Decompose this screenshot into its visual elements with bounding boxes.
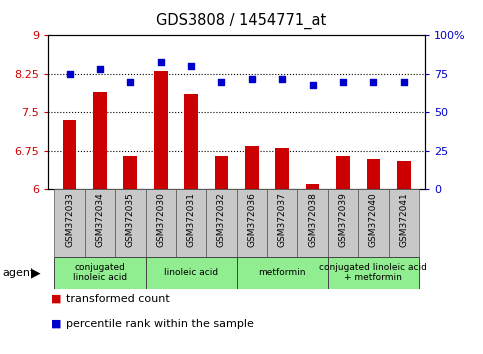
Text: ■: ■	[51, 294, 61, 304]
Point	[157, 59, 165, 64]
Point	[127, 79, 134, 84]
Text: GSM372038: GSM372038	[308, 192, 317, 247]
Bar	[145, 189, 176, 257]
Bar	[275, 148, 289, 189]
Point	[248, 76, 256, 81]
Text: GSM372035: GSM372035	[126, 192, 135, 247]
Text: conjugated
linoleic acid: conjugated linoleic acid	[73, 263, 127, 282]
Point	[339, 79, 347, 84]
Bar	[245, 146, 259, 189]
Bar	[267, 189, 298, 257]
Point	[369, 79, 377, 84]
Text: GSM372039: GSM372039	[339, 192, 347, 247]
Bar	[206, 189, 237, 257]
Text: GSM372034: GSM372034	[96, 192, 104, 247]
Bar	[184, 95, 198, 189]
Bar	[336, 156, 350, 189]
Bar	[115, 189, 145, 257]
Text: GSM372036: GSM372036	[247, 192, 256, 247]
Bar	[298, 189, 328, 257]
Bar	[55, 257, 145, 289]
Point	[187, 63, 195, 69]
Text: GSM372040: GSM372040	[369, 192, 378, 247]
Text: GSM372030: GSM372030	[156, 192, 165, 247]
Text: ▶: ▶	[31, 266, 41, 279]
Point	[66, 71, 73, 77]
Text: conjugated linoleic acid
+ metformin: conjugated linoleic acid + metformin	[319, 263, 427, 282]
Bar	[145, 257, 237, 289]
Bar	[55, 189, 85, 257]
Bar	[154, 71, 168, 189]
Text: GSM372031: GSM372031	[186, 192, 196, 247]
Bar	[358, 189, 389, 257]
Bar	[328, 257, 419, 289]
Text: GSM372041: GSM372041	[399, 192, 408, 247]
Bar	[63, 120, 76, 189]
Bar	[237, 189, 267, 257]
Text: agent: agent	[2, 268, 35, 278]
Point	[278, 76, 286, 81]
Point	[400, 79, 408, 84]
Point	[218, 79, 226, 84]
Text: GSM372037: GSM372037	[278, 192, 287, 247]
Bar	[85, 189, 115, 257]
Bar	[214, 156, 228, 189]
Text: transformed count: transformed count	[66, 294, 170, 304]
Bar	[176, 189, 206, 257]
Bar	[124, 156, 137, 189]
Bar	[397, 161, 411, 189]
Text: linoleic acid: linoleic acid	[164, 268, 218, 277]
Bar	[93, 92, 107, 189]
Text: percentile rank within the sample: percentile rank within the sample	[66, 319, 254, 329]
Text: ■: ■	[51, 319, 61, 329]
Bar	[306, 184, 319, 189]
Text: GSM372032: GSM372032	[217, 192, 226, 247]
Point	[96, 67, 104, 72]
Bar	[367, 159, 380, 189]
Text: GDS3808 / 1454771_at: GDS3808 / 1454771_at	[156, 12, 327, 29]
Point	[309, 82, 316, 87]
Text: GSM372033: GSM372033	[65, 192, 74, 247]
Bar	[389, 189, 419, 257]
Bar	[328, 189, 358, 257]
Bar	[237, 257, 328, 289]
Text: metformin: metformin	[258, 268, 306, 277]
